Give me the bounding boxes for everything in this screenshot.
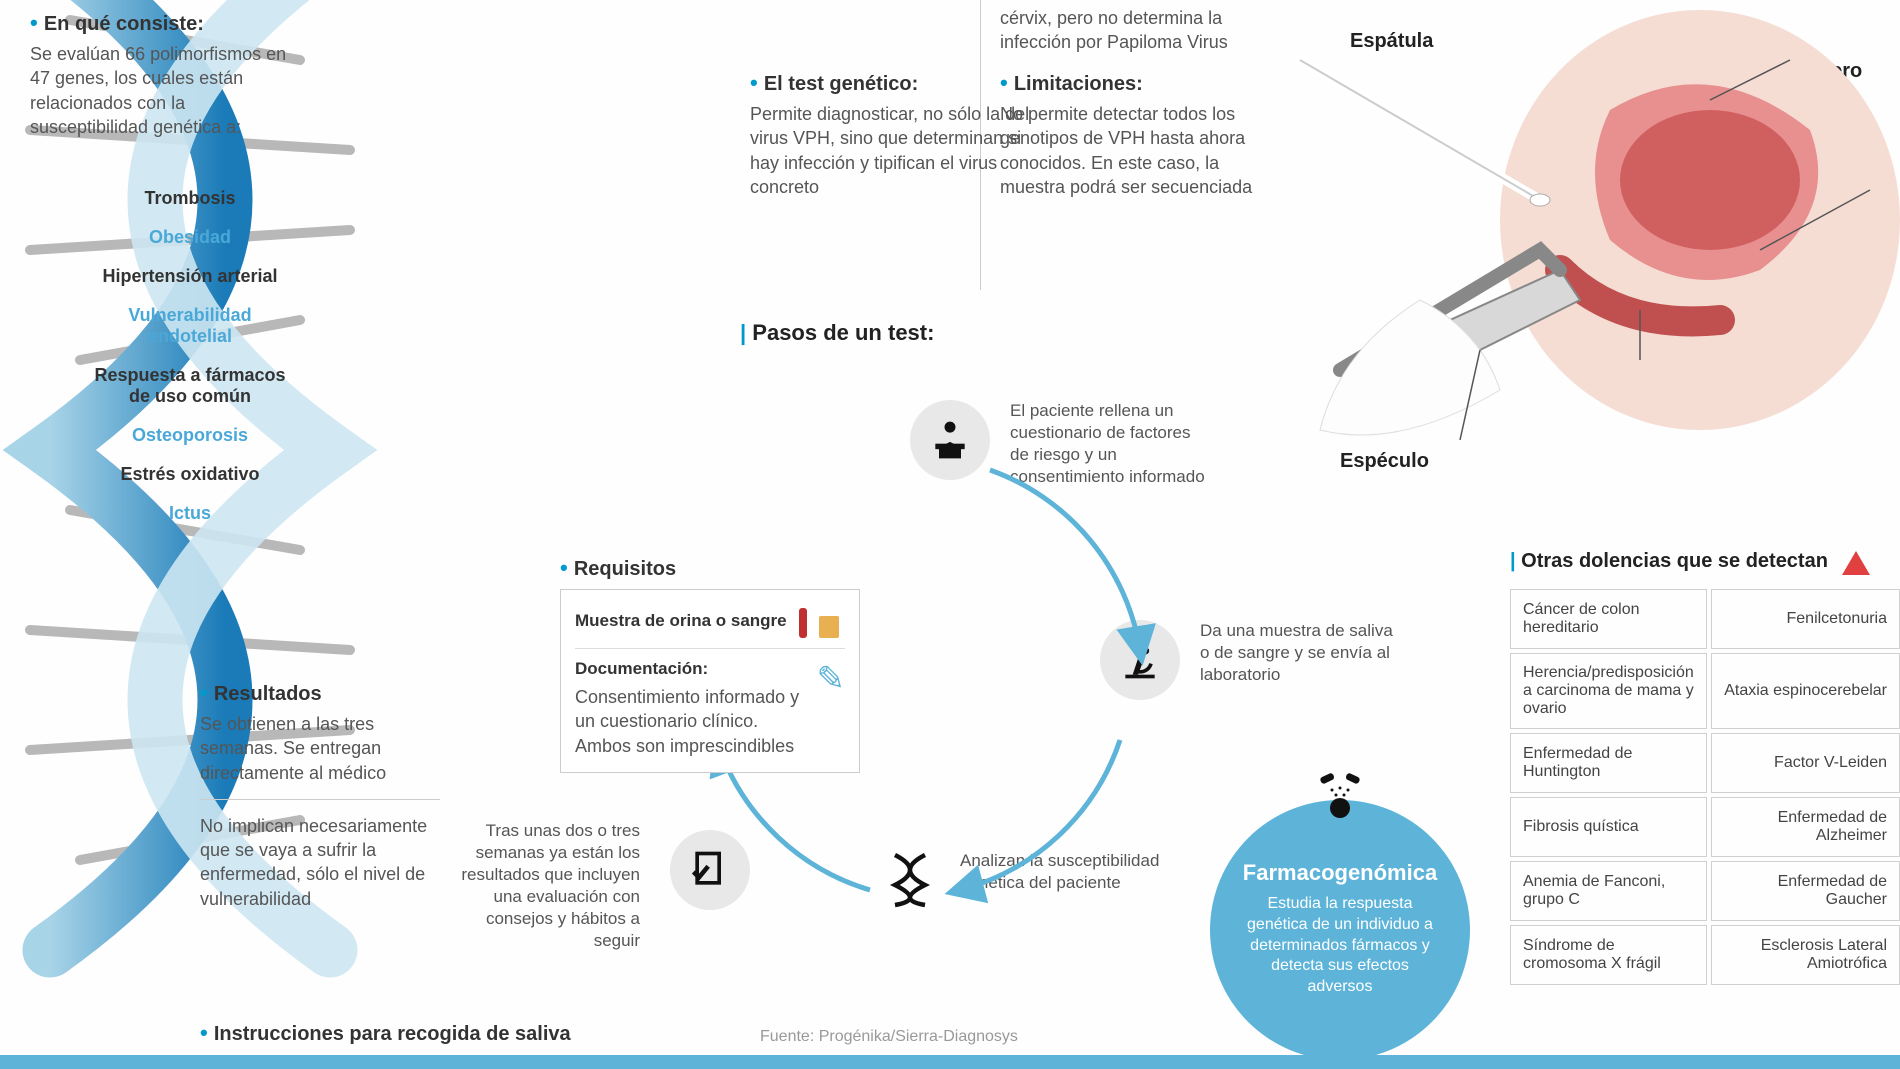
pharma-icon bbox=[1310, 770, 1370, 830]
genetico-title: El test genético: bbox=[750, 70, 918, 96]
vial-icon bbox=[799, 604, 839, 638]
farmaco-text: Estudia la respuesta genética de un indi… bbox=[1240, 894, 1440, 998]
doc-label: Documentación: bbox=[575, 659, 708, 678]
consiste-title: En qué consiste: bbox=[30, 10, 204, 36]
limitaciones-title: Limitaciones: bbox=[1000, 70, 1143, 96]
dolencias-cell: Enfermedad de Gaucher bbox=[1711, 861, 1900, 921]
susceptibility-item: Estrés oxidativo bbox=[90, 464, 290, 485]
footer-bar bbox=[0, 1055, 1900, 1069]
requisitos-title: Requisitos bbox=[560, 555, 676, 581]
dolencias-cell: Fibrosis quística bbox=[1510, 797, 1707, 857]
requisitos-section: Requisitos Muestra de orina o sangre Doc… bbox=[560, 555, 860, 773]
susceptibility-list: Trombosis Obesidad Hipertensión arterial Vu… bbox=[90, 170, 290, 542]
limitaciones-text: No permite detectar todos los genotipos … bbox=[1000, 102, 1260, 199]
farmaco-circle: Farmacogenómica Estudia la respuesta gen… bbox=[1210, 800, 1470, 1060]
dolencias-cell: Síndrome de cromosoma X frágil bbox=[1510, 925, 1707, 985]
doc-text: Consentimiento informado y un cuestionar… bbox=[575, 685, 805, 758]
dolencias-cell: Fenilcetonuria bbox=[1711, 589, 1900, 649]
genetico-section: El test genético: Permite diagnosticar, … bbox=[750, 70, 1030, 199]
susceptibility-item: Ictus bbox=[90, 503, 290, 524]
susceptibility-item: Hipertensión arterial bbox=[90, 266, 290, 287]
muestra-label: Muestra de orina o sangre bbox=[575, 611, 787, 631]
susceptibility-item: Trombosis bbox=[90, 188, 290, 209]
susceptibility-item: Respuesta a fármacos de uso común bbox=[90, 365, 290, 407]
resultados-p1: Se obtienen a las tres semanas. Se entre… bbox=[200, 712, 440, 785]
susceptibility-item: Obesidad bbox=[90, 227, 290, 248]
dolencias-cell: Enfermedad de Huntington bbox=[1510, 733, 1707, 793]
pasos-title: Pasos de un test: bbox=[740, 320, 934, 346]
consiste-section: En qué consiste: Se evalúan 66 polimorfi… bbox=[30, 10, 290, 139]
instrucciones-section: Instrucciones para recogida de saliva bbox=[200, 1020, 571, 1046]
resultados-title: Resultados bbox=[200, 680, 322, 706]
dolencias-title: Otras dolencias que se detectan bbox=[1510, 550, 1828, 572]
farmaco-title: Farmacogenómica bbox=[1240, 860, 1440, 886]
dolencias-cell: Enfermedad de Alzheimer bbox=[1711, 797, 1900, 857]
dolencias-cell: Ataxia espinocerebelar bbox=[1711, 653, 1900, 729]
pen-icon: ✎ bbox=[817, 659, 846, 699]
dolencias-cell: Factor V-Leiden bbox=[1711, 733, 1900, 793]
anatomy-diagram bbox=[1280, 0, 1900, 460]
susceptibility-item: Osteoporosis bbox=[90, 425, 290, 446]
dolencias-cell: Cáncer de colon hereditario bbox=[1510, 589, 1707, 649]
dolencias-cell: Esclerosis Lateral Amiotrófica bbox=[1711, 925, 1900, 985]
dolencias-section: Otras dolencias que se detectan Cáncer d… bbox=[1510, 550, 1900, 985]
genetico-text: Permite diagnosticar, no sólo la del vir… bbox=[750, 102, 1030, 199]
resultados-section: Resultados Se obtienen a las tres semana… bbox=[200, 680, 440, 911]
dolencias-cell: Anemia de Fanconi, grupo C bbox=[1510, 861, 1707, 921]
limitaciones-section: Limitaciones: No permite detectar todos … bbox=[1000, 70, 1260, 199]
consiste-text: Se evalúan 66 polimorfismos en 47 genes,… bbox=[30, 42, 290, 139]
resultados-p2: No implican necesariamente que se vaya a… bbox=[200, 814, 440, 911]
instrucciones-title: Instrucciones para recogida de saliva bbox=[200, 1020, 571, 1046]
citologia-tail: cérvix, pero no determina la infección p… bbox=[1000, 0, 1260, 55]
fuente-label: Fuente: Progénika/Sierra-Diagnosys bbox=[760, 1028, 1018, 1046]
step4-text: Tras unas dos o tres semanas ya están lo… bbox=[460, 820, 640, 953]
susceptibility-item: Vulnerabilidad endotelial bbox=[90, 305, 290, 347]
warning-icon bbox=[1842, 551, 1870, 575]
dolencias-cell: Herencia/predisposición a carcinoma de m… bbox=[1510, 653, 1707, 729]
